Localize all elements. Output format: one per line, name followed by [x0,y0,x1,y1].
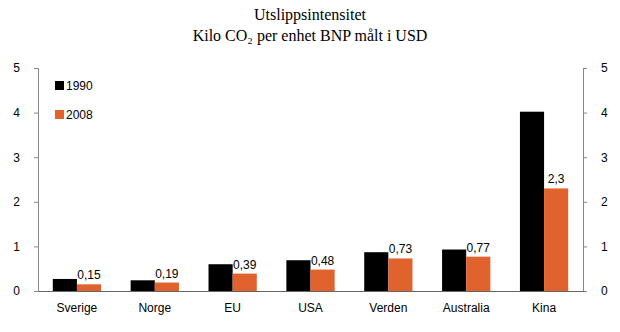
tick-mark [583,157,587,158]
tick: USA [298,301,323,315]
legend-label: 2008 [66,108,93,122]
subtitle: Kilo CO₂ per enhet BNP målt i USD [193,27,428,45]
tick-mark [34,68,38,69]
tick: 3 [13,151,38,165]
bar [311,270,335,291]
data-labels: 0,15 0,19 0,39 0,48 0,73 0,77 2,3 [77,172,564,282]
chart: Utslippsintensitet Kilo CO₂ per enhet BNP… [0,0,620,332]
tick-label: EU [224,301,241,315]
tick: Australia [443,301,490,315]
tick-label: USA [298,301,323,315]
tick: 4 [13,106,38,120]
bar [520,112,544,291]
tick-label: Kina [532,301,556,315]
tick-label: 4 [13,106,20,120]
y-axis-right-line [584,69,588,292]
tick: 0 [583,284,608,298]
data-label: 0,77 [467,241,491,255]
data-label: 0,73 [389,242,413,256]
bar [442,250,466,291]
bar [388,258,412,291]
x-axis: Sverige Norge EU USA Verden Australia Kina [39,292,584,315]
tick-label: 2 [601,195,608,209]
tick: 2 [583,195,608,209]
tick-mark [583,291,587,292]
legend-label: 1990 [66,79,93,93]
bar [155,283,179,291]
tick: 1 [13,240,38,254]
y-axis: 0 1 2 3 4 5 [13,61,38,298]
tick-label: 4 [601,106,608,120]
tick-label: Verden [369,301,407,315]
legend-swatch [55,81,64,90]
bars [53,112,568,291]
tick-label: 5 [13,61,20,75]
tick-label: Sverige [57,301,98,315]
data-label: 0,48 [311,254,335,268]
tick: 3 [583,151,608,165]
y-axis-right: 0 1 2 3 4 5 [583,61,608,298]
tick-mark [34,246,38,247]
bar [544,188,568,291]
bar [466,257,490,291]
tick: Verden [369,301,407,315]
tick-label: Norge [138,301,171,315]
tick-label: 5 [601,61,608,75]
tick: 2 [13,195,38,209]
tick-mark [583,202,587,203]
tick: Norge [138,301,171,315]
y-axis-line [34,69,39,292]
tick: 1 [583,240,608,254]
legend-item: 2008 [55,108,93,122]
tick: Sverige [57,301,98,315]
tick-mark [34,202,38,203]
x-axis-line [39,291,584,292]
bar [53,279,77,291]
tick-mark [583,68,587,69]
bar [233,274,257,291]
tick-label: 1 [601,240,608,254]
tick-label: 3 [601,151,608,165]
legend-swatch [55,110,64,119]
tick-mark [34,113,38,114]
bar [209,264,233,291]
tick: 4 [583,106,608,120]
tick-mark [34,291,38,292]
legend-item: 1990 [55,79,93,93]
bar [77,284,101,291]
tick-mark [583,113,587,114]
title: Utslippsintensitet [254,6,367,24]
bar [131,280,155,291]
tick-label: 0 [13,284,20,298]
data-label: 2,3 [548,172,565,186]
tick-label: 2 [13,195,20,209]
tick: 5 [13,61,38,75]
legend: 1990 2008 [55,79,93,122]
tick: Kina [532,301,556,315]
bar [364,252,388,291]
tick-label: 1 [13,240,20,254]
tick-label: 3 [13,151,20,165]
tick-label: Australia [443,301,490,315]
tick-mark [583,246,587,247]
data-label: 0,15 [77,268,101,282]
plot: 0 1 2 3 4 5 0 1 2 3 4 5 0,15 0,19 0,39 0,48 0,73 0,77 2,3 S… [13,61,608,314]
tick: EU [224,301,241,315]
tick: 0 [13,284,38,298]
bar [286,260,310,291]
tick-mark [34,157,38,158]
data-label: 0,39 [233,258,257,272]
data-label: 0,19 [155,267,179,281]
tick-label: 0 [601,284,608,298]
tick: 5 [583,61,608,75]
